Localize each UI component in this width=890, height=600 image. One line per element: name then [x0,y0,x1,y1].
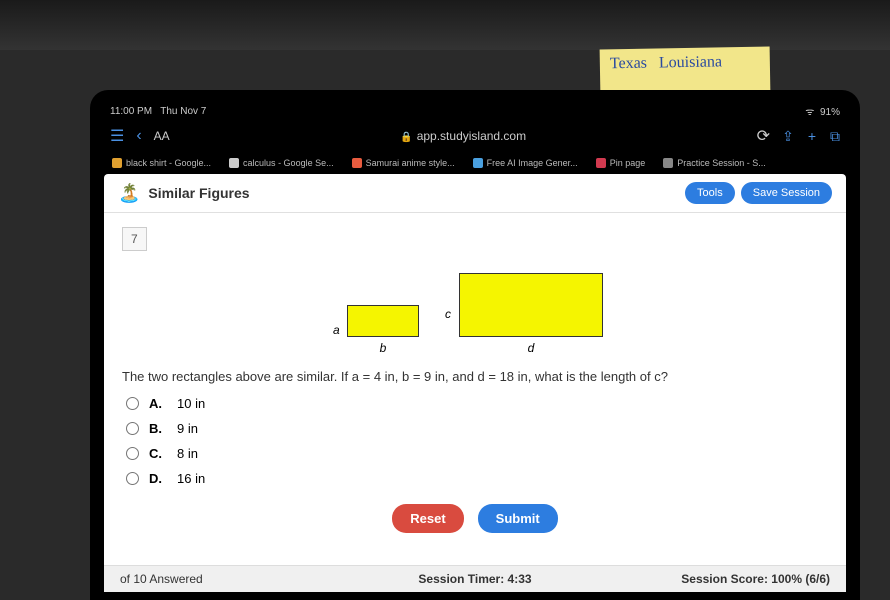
favorite-item[interactable]: Practice Session - S... [663,158,766,168]
sidebar-icon[interactable]: ☰ [110,126,124,146]
back-button[interactable]: ‹ [136,127,141,145]
keyboard-background [0,0,890,50]
sticky-text-1: Texas [610,55,647,73]
favorite-item[interactable]: Samurai anime style... [352,158,455,168]
option-text: 8 in [177,446,198,461]
favorite-label: black shirt - Google... [126,158,211,168]
question-text: The two rectangles above are similar. If… [122,369,828,384]
rectangle-large-group: c d [459,273,603,355]
option-b[interactable]: B. 9 in [126,421,828,436]
favorite-item[interactable]: Pin page [596,158,646,168]
favorite-item[interactable]: calculus - Google Se... [229,158,334,168]
favorite-icon [229,158,239,168]
option-letter: C. [149,446,167,461]
session-footer: of 10 Answered Session Timer: 4:33 Sessi… [104,565,846,592]
label-b: b [347,341,419,355]
favorite-icon [473,158,483,168]
sticky-note: Texas Louisiana [600,47,771,96]
new-tab-icon[interactable]: + [808,128,816,145]
option-letter: A. [149,396,167,411]
app-content: 🏝️ Similar Figures Tools Save Session 7 … [104,174,846,592]
option-text: 16 in [177,471,205,486]
option-d[interactable]: D. 16 in [126,471,828,486]
favorite-label: Practice Session - S... [677,158,766,168]
reload-button[interactable]: ⟳ [757,126,770,146]
rectangle-large [459,273,603,337]
option-letter: D. [149,471,167,486]
favorite-label: calculus - Google Se... [243,158,334,168]
favorite-icon [112,158,122,168]
option-text: 10 in [177,396,205,411]
option-text: 9 in [177,421,198,436]
radio-a[interactable] [126,397,139,410]
reset-button[interactable]: Reset [392,504,463,533]
wifi-icon: ᯤ [805,107,814,118]
favorites-bar: black shirt - Google... calculus - Googl… [104,154,846,174]
label-a: a [333,323,340,337]
battery-level: 91% [820,107,840,118]
ipad-status-bar: 11:00 PM Thu Nov 7 ᯤ 91% [104,102,846,122]
lock-icon: 🔒 [400,132,412,143]
tabs-icon[interactable]: ⧉ [830,128,840,145]
favorite-label: Samurai anime style... [366,158,455,168]
rectangle-small-group: a b [347,305,419,355]
figure-area: a b c d [122,273,828,355]
status-time: 11:00 PM [110,106,152,117]
favorite-icon [663,158,673,168]
radio-b[interactable] [126,422,139,435]
question-number: 7 [122,227,147,251]
sticky-text-2: Louisiana [659,53,722,71]
option-a[interactable]: A. 10 in [126,396,828,411]
tablet-frame: 11:00 PM Thu Nov 7 ᯤ 91% ☰ ‹ AA 🔒 app.stu… [90,90,860,600]
session-timer: Session Timer: 4:33 [418,572,531,586]
tools-button[interactable]: Tools [685,182,735,204]
favorite-label: Free AI Image Gener... [487,158,578,168]
status-date: Thu Nov 7 [160,106,206,117]
safari-toolbar: ☰ ‹ AA 🔒 app.studyisland.com ⟳ ⇪ + ⧉ [104,122,846,154]
answered-count: of 10 Answered [120,572,203,586]
label-d: d [459,341,603,355]
favorite-item[interactable]: black shirt - Google... [112,158,211,168]
share-icon[interactable]: ⇪ [782,128,794,145]
url-text: app.studyisland.com [417,129,526,143]
radio-d[interactable] [126,472,139,485]
text-size-button[interactable]: AA [154,129,170,143]
page-title: Similar Figures [148,185,249,201]
favorite-icon [596,158,606,168]
session-score: Session Score: 100% (6/6) [681,572,830,586]
app-header: 🏝️ Similar Figures Tools Save Session [104,174,846,213]
action-row: Reset Submit [122,504,828,533]
save-session-button[interactable]: Save Session [741,182,832,204]
submit-button[interactable]: Submit [478,504,558,533]
label-c: c [445,307,451,321]
answer-options: A. 10 in B. 9 in C. 8 in D. 16 in [126,396,828,486]
rectangle-small [347,305,419,337]
option-letter: B. [149,421,167,436]
question-area: 7 a b c d The two rectangles above are s… [104,213,846,547]
logo-icon: 🏝️ [118,183,140,204]
favorite-icon [352,158,362,168]
radio-c[interactable] [126,447,139,460]
url-bar[interactable]: 🔒 app.studyisland.com [182,129,745,143]
option-c[interactable]: C. 8 in [126,446,828,461]
favorite-label: Pin page [610,158,646,168]
favorite-item[interactable]: Free AI Image Gener... [473,158,578,168]
